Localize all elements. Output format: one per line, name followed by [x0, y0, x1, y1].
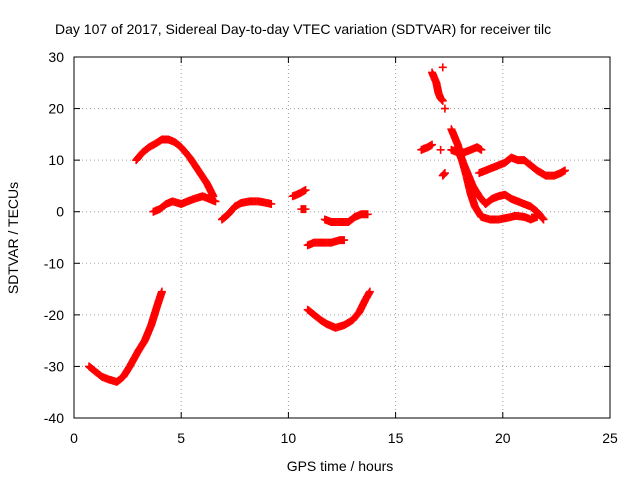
series-arc-15: [438, 169, 449, 180]
y-tick-label: 20: [48, 101, 64, 117]
chart-title: Day 107 of 2017, Sidereal Day-to-day VTE…: [55, 21, 551, 37]
series-arc-6: [297, 205, 310, 214]
series-arc-5: [288, 186, 310, 201]
y-tick-label: -10: [44, 255, 64, 271]
x-tick-label: 10: [281, 430, 297, 446]
data-point: [539, 215, 548, 224]
grid: [74, 57, 610, 418]
data-point: [301, 186, 310, 195]
series-arc-13: [440, 104, 449, 113]
data-point: [340, 236, 349, 245]
y-axis: -40 -30 -20 -10 0 10 20 30: [44, 49, 610, 426]
series-arc-12: [438, 63, 447, 72]
data-point: [538, 214, 547, 223]
data-point: [477, 145, 486, 154]
y-tick-label: 10: [48, 152, 64, 168]
data-point: [267, 199, 276, 208]
x-tick-label: 5: [177, 430, 185, 446]
data-point: [301, 205, 310, 214]
data-points: [85, 63, 569, 386]
series-arc-7: [303, 236, 349, 250]
x-tick-label: 25: [602, 430, 618, 446]
data-point: [535, 210, 544, 219]
data-point: [436, 145, 445, 154]
series-arc-17: [447, 143, 486, 157]
series-arc-4: [217, 197, 276, 224]
plot-frame: [73, 56, 611, 419]
series-arc-3: [149, 192, 220, 216]
series-arc-2: [132, 135, 218, 201]
data-point: [363, 210, 372, 219]
data-point: [157, 287, 166, 296]
x-tick-label: 15: [388, 430, 404, 446]
series-arc-14: [436, 145, 445, 154]
series-arc-1: [85, 287, 166, 386]
x-tick-label: 0: [70, 430, 78, 446]
series-arc-18: [455, 150, 548, 224]
data-point: [440, 169, 449, 178]
data-point: [560, 166, 569, 175]
data-point: [365, 287, 374, 296]
series-arc-20: [530, 210, 544, 219]
y-tick-label: -20: [44, 307, 64, 323]
series-arc-11: [428, 68, 447, 105]
data-point: [428, 140, 437, 149]
series-arc-8: [320, 210, 372, 227]
data-point: [211, 197, 220, 206]
series-arc-19: [475, 153, 569, 180]
data-point: [440, 104, 449, 113]
series-arc-9: [303, 287, 374, 332]
y-tick-label: -40: [44, 410, 64, 426]
x-axis-title: GPS time / hours: [287, 458, 394, 474]
y-tick-label: 0: [56, 204, 64, 220]
x-axis: 0 5 10 15 20 25: [70, 57, 618, 446]
data-point: [438, 96, 447, 105]
y-axis-title: SDTVAR / TECUs: [5, 182, 21, 294]
y-tick-label: -30: [44, 358, 64, 374]
y-tick-label: 30: [48, 49, 64, 65]
x-tick-label: 20: [495, 430, 511, 446]
series-arc-10: [417, 140, 437, 154]
data-point: [438, 63, 447, 72]
